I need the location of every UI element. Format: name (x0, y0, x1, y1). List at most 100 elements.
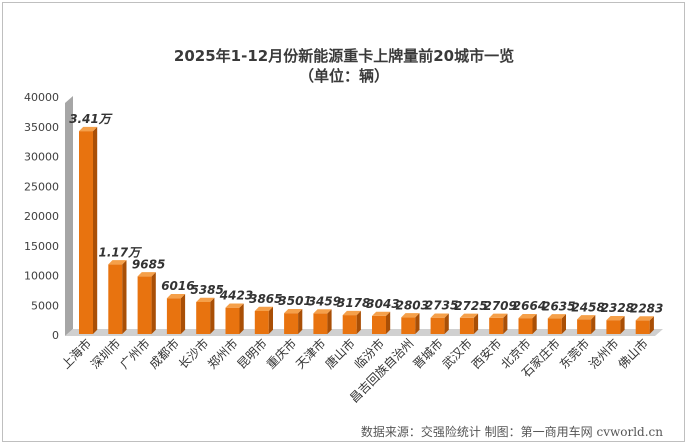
bar-front (79, 131, 93, 334)
y-tick-label: 20000 (24, 210, 59, 223)
bar (254, 306, 273, 334)
bar-top (401, 313, 420, 318)
data-label: 9685 (132, 257, 165, 271)
x-tick-label: 长沙市 (175, 336, 211, 372)
bar-front (313, 313, 328, 334)
bar (547, 314, 566, 334)
data-label: 2283 (630, 301, 663, 315)
y-tick-label: 10000 (24, 270, 59, 283)
bar-side (444, 313, 449, 334)
x-tick-label: 武汉市 (439, 336, 475, 372)
bar-front (254, 311, 269, 334)
data-label: 2725 (454, 299, 487, 313)
data-label: 2709 (483, 299, 516, 313)
bar-front (459, 317, 474, 334)
bar-front (342, 315, 357, 334)
bar-top (518, 313, 537, 319)
bar-side (298, 308, 303, 334)
bar-top (79, 126, 98, 132)
bar (606, 315, 625, 334)
bar-front (606, 320, 621, 334)
bar-side (356, 310, 361, 334)
bar-top (372, 311, 391, 316)
y-tick-label: 5000 (31, 299, 59, 312)
bar (225, 303, 244, 334)
bar-side (503, 313, 508, 334)
bar-side (268, 306, 273, 334)
bar (313, 309, 332, 334)
bar-top (577, 315, 596, 320)
data-label: 3178 (337, 296, 370, 310)
data-label: 3.41万 (69, 112, 113, 126)
bar (196, 297, 215, 334)
bar-side (415, 313, 420, 334)
bar-side (151, 272, 156, 334)
x-tick-label: 唐山市 (322, 336, 358, 372)
x-tick-label: 晋城市 (410, 336, 446, 372)
data-label: 3865 (249, 292, 282, 306)
y-tick-label: 40000 (24, 91, 59, 104)
x-tick-label: 成都市 (146, 336, 182, 372)
bar-top (430, 313, 449, 318)
bar (430, 313, 449, 334)
bar (489, 313, 508, 334)
bar-top (313, 309, 332, 314)
bar-front (166, 298, 181, 334)
bar-front (518, 318, 533, 334)
bar-side (180, 294, 186, 334)
chart-frame: 2025年1-12月份新能源重卡上牌量前20城市一览 （单位：辆） 0 5000 1… (2, 2, 685, 442)
data-label: 6016 (161, 279, 194, 293)
bar-side (591, 315, 596, 334)
x-tick-label: 天津市 (292, 336, 328, 372)
bar-side (386, 311, 391, 334)
data-label: 2664 (513, 299, 546, 313)
data-label: 1.17万 (98, 245, 142, 259)
bar-side (93, 126, 98, 334)
bar-front (547, 318, 562, 334)
y-tick-label: 30000 (24, 151, 59, 164)
x-tick-label: 上海市 (58, 336, 94, 372)
bar-front (196, 301, 211, 334)
bar-front (108, 264, 123, 334)
x-tick-label: 重庆市 (263, 336, 299, 372)
bar (577, 315, 596, 334)
bar-top (196, 297, 215, 302)
bar (401, 313, 420, 334)
bar-side (473, 313, 479, 334)
bar-top (606, 315, 625, 321)
x-tick-label: 昆明市 (234, 336, 270, 372)
bar (108, 260, 127, 334)
bar (372, 311, 391, 334)
bar-front (372, 315, 386, 334)
bar-top (342, 310, 361, 316)
x-tick-label: 深圳市 (87, 336, 123, 372)
bar-side (239, 303, 244, 334)
bar-top (108, 260, 127, 265)
x-tick-label: 郑州市 (205, 336, 241, 372)
bar-top (635, 316, 654, 321)
data-label: 2458 (571, 300, 604, 314)
bar (284, 308, 303, 334)
y-tick-label: 35000 (24, 121, 59, 134)
bar (342, 310, 361, 334)
data-label: 4423 (219, 289, 253, 303)
data-label: 2803 (396, 298, 429, 312)
data-label: 2635 (542, 299, 575, 313)
x-tick-label: 佛山市 (615, 336, 651, 372)
bar-front (137, 276, 152, 334)
axis-wall (65, 96, 73, 336)
bar (137, 272, 156, 334)
data-label: 2735 (425, 299, 458, 313)
bar-top (254, 306, 273, 312)
bars (79, 126, 654, 334)
chart-title: 2025年1-12月份新能源重卡上牌量前20城市一览 (174, 47, 514, 65)
data-label: 3501 (278, 294, 311, 308)
source-note: 数据来源：交强险统计 制图：第一商用车网 cvworld.cn (361, 424, 663, 439)
bar-side (561, 314, 566, 334)
bar-top (137, 272, 156, 277)
data-label: 2328 (601, 301, 634, 315)
bar-side (122, 260, 127, 334)
bar-side (210, 297, 215, 334)
bar-top (547, 314, 566, 319)
